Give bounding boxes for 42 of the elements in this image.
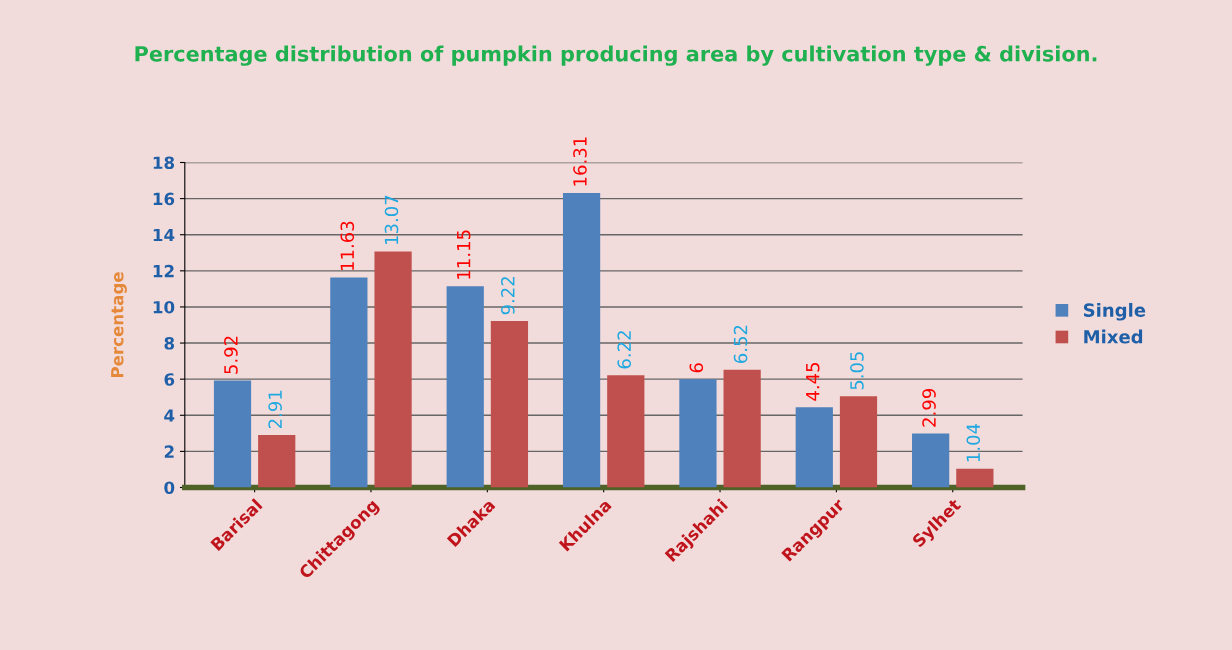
bar: [679, 379, 717, 488]
y-tick-label: 18: [153, 156, 175, 170]
data-label: 13.07: [384, 195, 399, 244]
y-tick-label: 6: [164, 373, 175, 386]
data-label: 5.92: [224, 336, 238, 374]
bar: [446, 286, 484, 488]
y-tick-label: 14: [153, 228, 175, 242]
data-label: 1.04: [966, 423, 981, 462]
data-label: 9.22: [501, 277, 515, 315]
bar: [607, 375, 645, 488]
y-tick-label: 2: [164, 445, 174, 458]
data-label: 6.52: [733, 325, 748, 363]
data-label: 11.15: [457, 230, 471, 279]
bar: [839, 396, 878, 488]
bar: [956, 468, 994, 488]
bar: [795, 407, 833, 488]
data-label: 6: [689, 363, 704, 373]
data-label: 11.63: [340, 221, 355, 270]
bar: [258, 434, 296, 488]
bar: [723, 369, 761, 488]
legend-label: Mixed: [1084, 329, 1143, 344]
bar: [330, 277, 368, 488]
legend-label: Single: [1083, 302, 1146, 321]
y-tick-label: 4: [164, 409, 175, 422]
chart-title: Percentage distribution of pumpkin producing area by cultivation type & division.: [135, 45, 1097, 66]
bar: [562, 193, 601, 488]
data-label: 2.99: [922, 389, 936, 427]
bar: [912, 433, 950, 488]
bar: [374, 251, 412, 488]
y-tick-label: 10: [153, 300, 175, 314]
data-label: 5.05: [850, 352, 864, 390]
data-label: 16.31: [573, 137, 587, 186]
y-tick-label: 16: [153, 192, 175, 206]
y-tick-label: 8: [164, 337, 175, 350]
data-label: 6.22: [617, 331, 632, 369]
bar: [213, 380, 252, 488]
data-label: 2.91: [268, 390, 282, 429]
y-tick-label: 0: [164, 481, 175, 495]
bar: [490, 321, 529, 488]
y-axis-title: Percentage: [111, 272, 127, 378]
data-label: 4.45: [806, 362, 820, 401]
y-tick-label: 12: [153, 264, 174, 278]
